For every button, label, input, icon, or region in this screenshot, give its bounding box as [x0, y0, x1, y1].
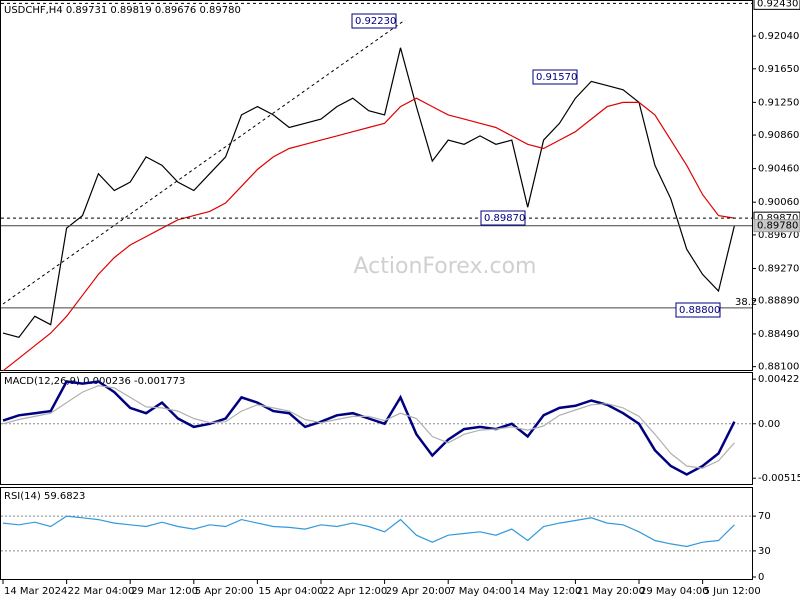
y-tick-label: 70 — [758, 511, 771, 522]
y-tick-label: 0.90060 — [758, 197, 799, 208]
y-tick-label: 0.89270 — [758, 263, 799, 274]
price-panel — [0, 0, 753, 371]
series-line — [2, 47, 735, 338]
series-line — [2, 515, 735, 548]
annotation-box — [675, 302, 721, 318]
y-tick-label: 0.88100 — [758, 362, 799, 373]
y-tick-label: 0.00 — [758, 419, 780, 430]
y-tick-label: 0.91650 — [758, 64, 799, 75]
y-tick-label: 0.88890 — [758, 295, 799, 306]
y-tick-label: 0.004227 — [758, 374, 800, 385]
price-label: 0.89780 — [757, 221, 798, 232]
x-tick-label: 22 Apr 12:00 — [322, 586, 387, 597]
price-label: 0.89870 — [757, 213, 798, 224]
y-tick-label: 0 — [758, 572, 764, 583]
annotation-box — [532, 69, 578, 85]
series-line — [2, 380, 736, 476]
x-tick-label: 14 May 12:00 — [513, 586, 582, 597]
rsi-title: RSI(14) 59.6823 — [4, 491, 85, 502]
rsi-panel — [0, 487, 753, 580]
annotation: 0.89870 — [484, 213, 525, 224]
y-tick-label: 0.90460 — [758, 164, 799, 175]
annotation: 0.91570 — [536, 72, 577, 83]
x-tick-label: 29 Apr 20:00 — [386, 586, 451, 597]
price-label-box — [753, 0, 800, 10]
annotation-box — [351, 13, 397, 29]
x-tick-label: 29 Mar 12:00 — [131, 586, 198, 597]
y-tick-label: 0.88490 — [758, 329, 799, 340]
y-tick-label: 0.89670 — [758, 230, 799, 241]
y-tick-label: 0.92040 — [758, 31, 799, 42]
annotation: 0.88800 — [679, 305, 720, 316]
series-line — [2, 97, 735, 372]
trend-line — [2, 19, 406, 305]
x-tick-label: 21 May 20:00 — [576, 586, 645, 597]
x-tick-label: 14 Mar 2024 — [4, 586, 67, 597]
x-tick-label: 22 Mar 04:00 — [68, 586, 135, 597]
x-tick-label: 15 Apr 04:00 — [258, 586, 323, 597]
x-tick-label: 29 May 04:00 — [640, 586, 709, 597]
chart-title: USDCHF,H4 0.89731 0.89819 0.89676 0.8978… — [4, 5, 241, 16]
price-label-box — [753, 219, 800, 233]
y-tick-label: -0.005153 — [758, 473, 800, 484]
price-label: 0.92430 — [757, 0, 798, 9]
watermark: ActionForex.com — [354, 254, 537, 279]
annotation: 0.92230 — [355, 16, 396, 27]
x-tick-label: 7 May 04:00 — [449, 586, 511, 597]
price-label: 38.2 — [735, 297, 757, 308]
x-tick-label: 5 Apr 20:00 — [195, 586, 254, 597]
x-tick-label: 5 Jun 12:00 — [704, 586, 761, 597]
series-line — [2, 385, 735, 469]
y-tick-label: 30 — [758, 546, 771, 557]
y-tick-label: 0.91250 — [758, 97, 799, 108]
annotation-box — [480, 210, 526, 226]
y-tick-label: 0.90860 — [758, 130, 799, 141]
macd-panel — [0, 372, 753, 485]
